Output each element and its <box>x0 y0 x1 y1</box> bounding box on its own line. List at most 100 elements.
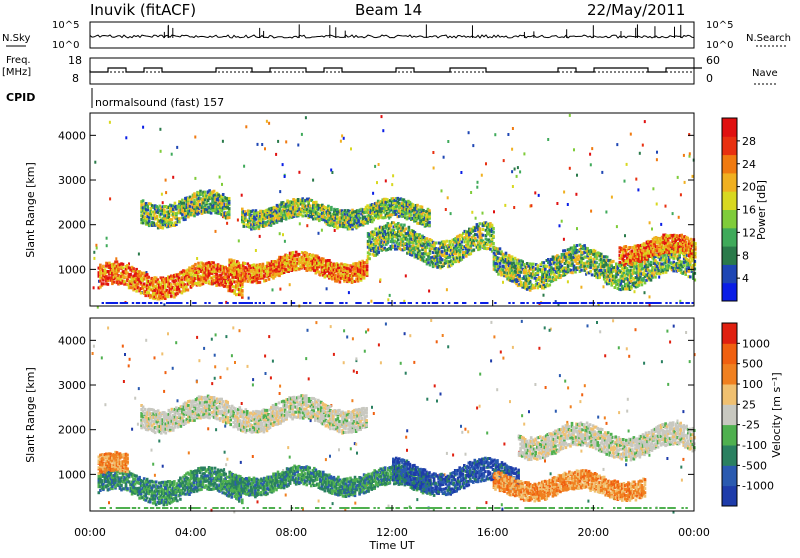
echo-cell <box>228 202 231 205</box>
echo-cell <box>654 276 657 279</box>
noise-pixel <box>556 202 558 205</box>
echo-cell <box>589 256 592 259</box>
echo-cell <box>546 273 549 276</box>
noise-pixel <box>272 288 274 291</box>
noise-pixel <box>165 191 167 194</box>
echo-cell <box>442 246 445 249</box>
noise-pixel <box>125 136 127 139</box>
noise-pixel <box>374 165 376 168</box>
echo-cell <box>619 261 622 264</box>
noise-pixel <box>385 179 387 182</box>
echo-cell <box>515 262 518 265</box>
echo-cell <box>417 244 420 247</box>
noise-pixel <box>502 281 504 284</box>
echo-cell <box>117 267 120 270</box>
noise-pixel <box>511 170 513 173</box>
noise-pixel <box>658 276 660 279</box>
echo-cell <box>155 215 158 218</box>
echo-cell <box>351 277 354 280</box>
noise-pixel <box>660 223 662 226</box>
noise-pixel <box>222 140 224 143</box>
freq-line <box>90 68 702 72</box>
noise-pixel <box>312 179 314 182</box>
echo-cell <box>410 214 413 217</box>
echo-cell <box>215 273 218 276</box>
noise-pixel <box>243 165 245 168</box>
echo-cell <box>170 283 173 286</box>
echo-cell <box>131 281 134 284</box>
noise-pixel <box>106 244 108 247</box>
noise-pixel <box>282 233 284 236</box>
echo-cell <box>147 276 150 279</box>
noise-pixel <box>567 280 569 283</box>
echo-cell <box>448 243 451 246</box>
echo-cell <box>631 250 634 253</box>
noise-pixel <box>507 133 509 136</box>
echo-cell <box>190 201 193 204</box>
echo-cell <box>387 241 390 244</box>
echo-cell <box>430 247 433 250</box>
echo-cell <box>204 191 207 194</box>
noise-pixel <box>468 131 470 134</box>
noise-pixel <box>624 234 626 237</box>
noise-pixel <box>93 286 95 289</box>
echo-cell <box>328 259 331 262</box>
echo-cell <box>243 225 246 228</box>
noise-pixel <box>257 143 259 146</box>
echo-cell <box>680 268 683 271</box>
noise-pixel <box>340 140 342 143</box>
nsearch-label: N.Search <box>746 33 791 44</box>
echo-cell <box>524 268 527 271</box>
noise-pixel <box>603 285 605 288</box>
noise-pixel <box>282 163 284 166</box>
noise-pixel <box>160 150 162 153</box>
noise-pixel <box>523 152 525 155</box>
echo-cell <box>298 253 301 256</box>
echo-cell <box>301 215 304 218</box>
echo-cell <box>422 209 425 212</box>
echo-cell <box>241 208 244 211</box>
echo-cell <box>178 220 181 223</box>
echo-cell <box>241 289 244 292</box>
noise-pixel <box>616 143 618 146</box>
echo-cell <box>140 292 143 295</box>
noise-pixel <box>656 151 658 154</box>
noise-pixel <box>350 147 352 150</box>
noise-pixel <box>306 224 308 227</box>
echo-cell <box>193 199 196 202</box>
date-title: 22/May/2011 <box>587 1 685 19</box>
noise-pixel <box>226 222 228 225</box>
noise-pixel <box>279 190 281 193</box>
echo-cell <box>589 270 592 273</box>
echo-cell <box>544 268 547 271</box>
noise-pixel <box>93 251 95 254</box>
echo-cell <box>549 275 552 278</box>
noise-pixel <box>379 278 381 281</box>
noise-pixel <box>109 197 111 200</box>
noise-pixel <box>432 151 434 154</box>
noise-pixel <box>576 174 578 177</box>
noise-pixel <box>475 217 477 220</box>
echo-cell <box>435 242 438 245</box>
noise-pixel <box>443 156 445 159</box>
echo-cell <box>614 286 617 289</box>
echo-cell <box>222 193 225 196</box>
noise-pixel <box>573 148 575 151</box>
echo-cell <box>146 273 149 276</box>
noise-pixel <box>255 249 257 252</box>
echo-cell <box>183 202 186 205</box>
echo-cell <box>370 241 373 244</box>
echo-cell <box>606 256 609 259</box>
echo-cell <box>312 218 315 221</box>
echo-cell <box>102 282 105 285</box>
echo-cell <box>178 276 181 279</box>
echo-cell <box>107 283 110 286</box>
echo-cell <box>445 240 448 243</box>
echo-cell <box>591 273 594 276</box>
noise-pixel <box>626 163 628 166</box>
echo-cell <box>329 212 332 215</box>
noise-pixel <box>159 128 161 131</box>
noise-pixel <box>321 229 323 232</box>
echo-cell <box>482 228 485 231</box>
